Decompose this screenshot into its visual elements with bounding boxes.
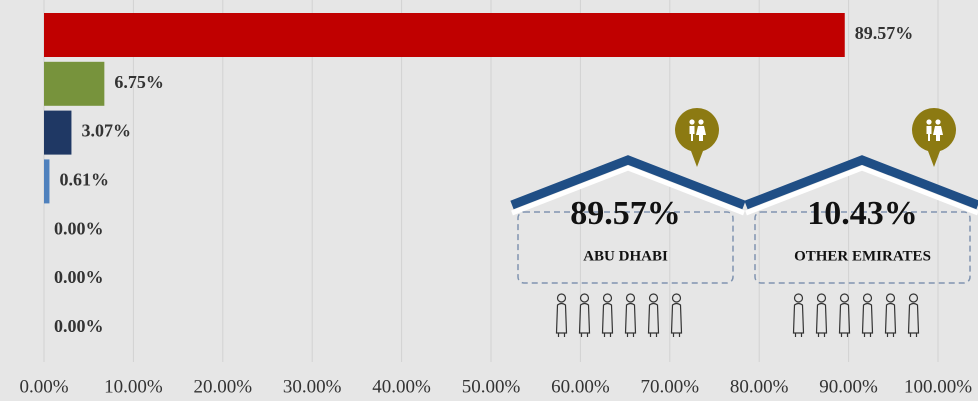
person-icon: [601, 293, 614, 338]
roof-shadow: [511, 165, 745, 216]
value-label: 0.00%: [54, 316, 104, 336]
x-tick-label: 90.00%: [819, 376, 878, 397]
x-tick-label: 30.00%: [283, 376, 342, 397]
pin: [675, 108, 719, 167]
callout-value: 10.43%: [807, 195, 918, 232]
roof: [510, 155, 746, 210]
person-icon: [815, 293, 828, 338]
x-tick-label: 50.00%: [462, 376, 521, 397]
x-tick-label: 10.00%: [104, 376, 163, 397]
x-tick-label: 80.00%: [730, 376, 789, 397]
x-tick-label: 100.00%: [904, 376, 972, 397]
person-icon: [647, 293, 660, 338]
house-outline: [517, 211, 734, 284]
value-label: 0.61%: [59, 170, 109, 190]
person-icon: [838, 293, 851, 338]
roof: [744, 155, 978, 210]
x-tick-label: 20.00%: [194, 376, 253, 397]
house-outline: [754, 211, 971, 284]
callout-name: OTHER EMIRATES: [794, 248, 931, 264]
person-icon: [861, 293, 874, 338]
callout-name: ABU DHABI: [583, 248, 668, 264]
callout-value: 89.57%: [570, 195, 681, 232]
x-tick-label: 60.00%: [551, 376, 610, 397]
x-tick-label: 0.00%: [19, 376, 68, 397]
roof-shadow: [745, 165, 978, 216]
person-icon: [624, 293, 637, 338]
value-label: 6.75%: [114, 72, 164, 92]
bar: [44, 110, 72, 155]
bar: [44, 159, 50, 204]
value-label: 89.57%: [855, 23, 914, 43]
bar: [44, 61, 105, 106]
person-icon: [578, 293, 591, 338]
person-icon: [555, 293, 568, 338]
person-icon: [792, 293, 805, 338]
value-label: 0.00%: [54, 267, 104, 287]
person-icon: [670, 293, 683, 338]
infographic: 89.57% ABU DHABI 10.43% OTHER EMIRATES: [510, 108, 978, 338]
value-label: 3.07%: [81, 121, 131, 141]
x-tick-label: 70.00%: [641, 376, 700, 397]
person-icon: [884, 293, 897, 338]
x-tick-label: 40.00%: [372, 376, 431, 397]
bar: [44, 13, 845, 57]
value-label: 0.00%: [54, 218, 104, 238]
person-icon: [907, 293, 920, 338]
pin: [912, 108, 956, 167]
